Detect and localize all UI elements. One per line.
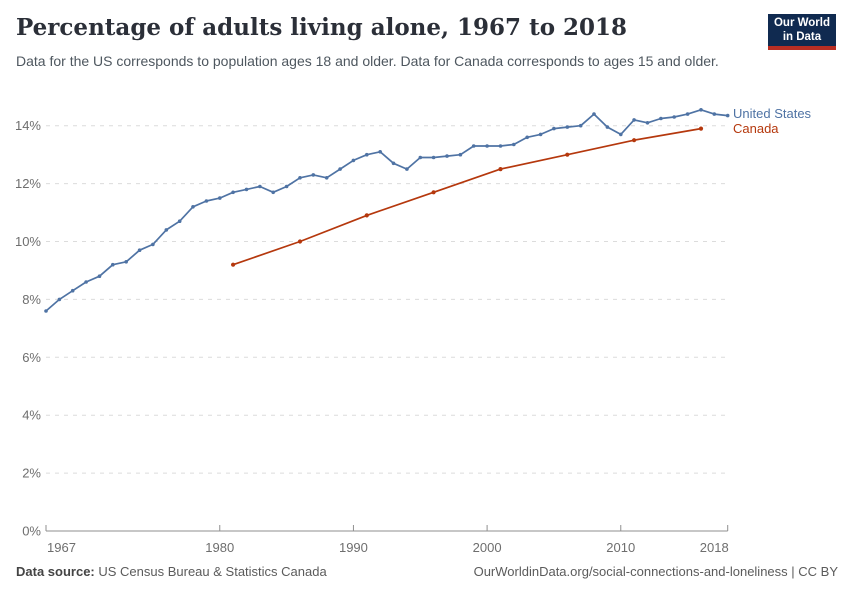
united-states-point [498, 144, 503, 148]
canada-point [297, 239, 303, 244]
united-states-point [659, 116, 663, 121]
united-states-point [324, 176, 329, 180]
united-states-point [97, 274, 102, 279]
united-states-point [485, 144, 489, 148]
united-states-point [672, 115, 676, 119]
y-axis-tick-label: 2% [22, 466, 41, 481]
owid-logo-text: Our World in Data [774, 16, 830, 45]
data-source-label: Data source: [16, 564, 95, 579]
united-states-point [177, 219, 182, 223]
united-states-point [525, 135, 529, 140]
united-states-point [418, 155, 423, 160]
y-axis-tick-label: 10% [15, 234, 41, 249]
united-states-point [471, 144, 476, 148]
chart-title: Percentage of adults living alone, 1967 … [16, 14, 628, 41]
data-source-note: Data source: US Census Bureau & Statisti… [16, 564, 327, 579]
united-states-point [204, 199, 209, 203]
united-states-point [311, 173, 316, 177]
united-states-point [378, 150, 383, 154]
united-states-point [685, 112, 690, 116]
united-states-point [645, 121, 650, 125]
united-states-point [218, 196, 222, 200]
united-states-point [431, 155, 436, 160]
united-states-point [699, 108, 703, 112]
united-states-point [632, 118, 636, 122]
united-states-point [44, 309, 48, 313]
united-states-point [351, 158, 356, 163]
united-states-point [405, 167, 409, 171]
united-states-point [538, 132, 543, 137]
canada-point [698, 126, 704, 131]
united-states-point [111, 262, 115, 267]
data-source-value: US Census Bureau & Statistics Canada [94, 564, 327, 579]
x-axis-tick-label: 1990 [339, 540, 368, 555]
legend-canada: Canada [733, 121, 779, 136]
owid-logo[interactable]: Our World in Data [768, 14, 836, 50]
canada-point [498, 167, 503, 172]
attribution-link[interactable]: OurWorldinData.org/social-connections-an… [473, 564, 838, 579]
united-states-point [725, 113, 730, 118]
united-states-point [619, 132, 623, 137]
canada-point [632, 138, 637, 143]
canada-point [431, 190, 436, 195]
united-states-point [712, 112, 717, 116]
united-states-line [45, 108, 729, 312]
united-states-point [231, 190, 235, 195]
y-axis-tick-label: 12% [15, 176, 41, 191]
united-states-point [391, 161, 396, 166]
united-states-point [284, 184, 289, 189]
united-states-point [124, 260, 128, 264]
x-axis-tick-label: 1980 [205, 540, 234, 555]
owid-logo-line1: Our World [773, 16, 830, 29]
united-states-point [565, 125, 570, 129]
united-states-point [592, 112, 596, 116]
united-states-point [84, 280, 88, 284]
x-axis-tick-label: 2018 [700, 540, 729, 555]
united-states-point [605, 125, 610, 129]
owid-logo-line2: in Data [782, 31, 822, 43]
canada-point [565, 152, 570, 157]
united-states-point [271, 190, 276, 195]
united-states-point [552, 126, 556, 131]
y-axis-tick-label: 4% [22, 408, 41, 423]
canada-point [231, 262, 236, 267]
chart-subtitle: Data for the US corresponds to populatio… [16, 53, 719, 69]
united-states-point [137, 248, 142, 252]
united-states-point [70, 288, 75, 293]
x-axis-tick-label: 1967 [47, 540, 76, 555]
united-states-point [191, 205, 195, 209]
y-axis-tick-label: 0% [22, 524, 41, 539]
united-states-point [365, 152, 369, 157]
y-axis-tick-label: 8% [22, 292, 41, 307]
united-states-point [458, 152, 463, 157]
legend-united-states: United States [733, 106, 812, 121]
united-states-point [445, 154, 449, 158]
united-states-point [512, 142, 516, 147]
united-states-point [258, 184, 262, 189]
united-states-point [57, 297, 62, 302]
united-states-point [298, 176, 302, 180]
canada-point [364, 213, 369, 218]
y-axis-tick-label: 6% [22, 350, 41, 365]
united-states-point [244, 187, 249, 192]
canada-line [232, 127, 702, 266]
y-axis-tick-label: 14% [15, 118, 41, 133]
chart-footer: Data source: US Census Bureau & Statisti… [16, 564, 838, 579]
united-states-point [164, 228, 169, 232]
x-axis-tick-label: 2010 [606, 540, 635, 555]
united-states-point [338, 167, 342, 171]
x-axis-tick-label: 2000 [473, 540, 502, 555]
united-states-point [151, 242, 155, 247]
united-states-point [578, 123, 583, 128]
